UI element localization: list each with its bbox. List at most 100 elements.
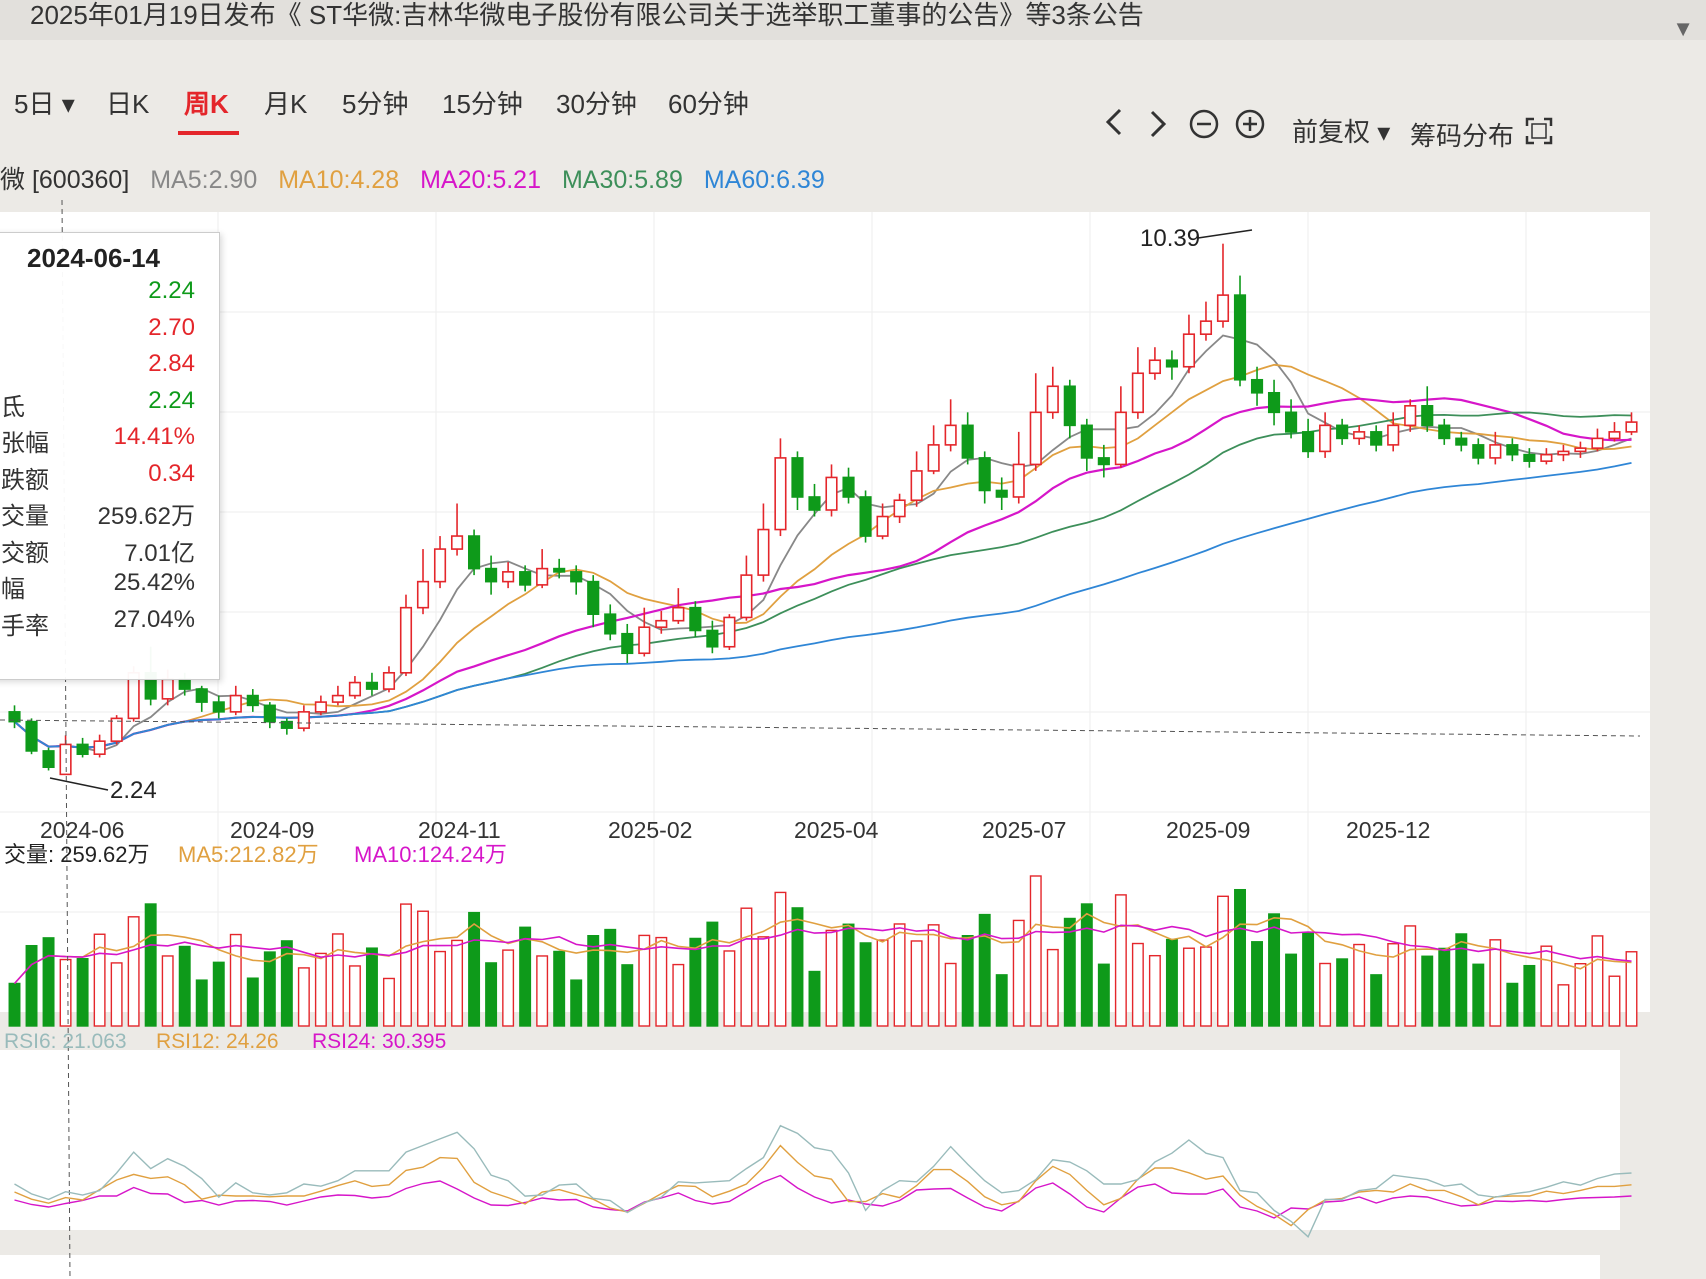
volume-bar-up xyxy=(400,903,412,1027)
candle-up xyxy=(1012,463,1025,498)
volume-bar-down xyxy=(25,944,38,1027)
adjust-dropdown[interactable]: 前复权 ▾ xyxy=(1292,117,1391,147)
volume-bar-up xyxy=(93,933,106,1027)
zoom-out-icon[interactable] xyxy=(1188,108,1220,140)
chip-distribution-button[interactable]: 筹码分布 xyxy=(1410,121,1515,151)
rsi6-line xyxy=(14,1124,1632,1238)
announcement-banner[interactable]: 2025年01月19日发布《 ST华微:吉林华微电子股份有限公司关于选举职工董事… xyxy=(0,0,1706,40)
candle-up xyxy=(1046,385,1059,414)
x-axis-tick-label: 2025-04 xyxy=(794,817,879,843)
volume-bar-down xyxy=(246,977,259,1027)
volume-bar-up xyxy=(1625,951,1638,1027)
tooltip-row: 2.70 xyxy=(0,314,203,350)
candle-down xyxy=(1421,405,1434,427)
candle-down xyxy=(808,496,821,511)
tooltip-row: 氐 2.24 xyxy=(0,387,203,423)
x-axis-tick-label: 2025-07 xyxy=(982,817,1066,843)
candle-down xyxy=(791,457,804,498)
tab-daily-k[interactable]: 日K xyxy=(106,89,150,119)
volume-bars xyxy=(8,875,1638,1027)
volume-bar-up xyxy=(774,891,787,1027)
chevron-right-icon[interactable] xyxy=(1146,106,1170,142)
tooltip-row-label: 幅 xyxy=(1,576,25,603)
rsi12-line xyxy=(14,1144,1632,1227)
candle-up xyxy=(110,717,123,742)
volume-bar-down xyxy=(8,982,21,1027)
zoom-in-icon[interactable] xyxy=(1234,108,1266,140)
tooltip-row: 跌额 0.34 xyxy=(0,460,203,496)
candle-up xyxy=(1319,424,1332,453)
tab-monthly-k[interactable]: 月K xyxy=(264,89,308,119)
volume-bar-up xyxy=(927,924,940,1027)
high-price-arrow xyxy=(1197,229,1253,239)
tab-15min[interactable]: 15分钟 xyxy=(442,89,523,119)
volume-bar-up xyxy=(893,923,906,1027)
volume-bar-down xyxy=(706,921,719,1027)
volume-ma10-label: MA10:124.24万 xyxy=(354,842,507,867)
chevron-left-icon[interactable] xyxy=(1102,104,1126,140)
volume-bar-down xyxy=(144,903,157,1027)
rsi-lines xyxy=(14,1124,1632,1238)
tooltip-row: 2.24 xyxy=(0,277,203,313)
candle-up xyxy=(655,619,668,629)
volume-bar-down xyxy=(961,935,974,1027)
tooltip-row: 交量 259.62万 xyxy=(0,496,203,532)
volume-bar-up xyxy=(59,958,72,1027)
candle-up xyxy=(433,548,447,583)
tab-30min[interactable]: 30分钟 xyxy=(556,89,637,119)
volume-bar-up xyxy=(536,955,549,1027)
candle-down xyxy=(978,457,991,492)
volume-bar-down xyxy=(519,926,532,1027)
candle-down xyxy=(1080,424,1093,459)
candle-up xyxy=(59,743,72,776)
x-axis-ticks: 2024-06 2024-09 2024-11 2025-02 2025-04 2025-… xyxy=(40,817,1430,843)
volume-bar-down xyxy=(1506,982,1519,1027)
tab-5day[interactable]: 5日 ▾ xyxy=(14,89,75,119)
low-price-arrow xyxy=(49,777,109,791)
volume-bar-down xyxy=(485,962,498,1027)
volume-bar-up xyxy=(1114,894,1127,1027)
tooltip-row-label: 跌额 xyxy=(1,466,49,494)
volume-bar-up xyxy=(1591,935,1604,1027)
candle-down xyxy=(1336,424,1349,440)
kline-chart[interactable]: 2024-06 2024-09 2024-11 2025-02 2025-04 2025-… xyxy=(0,200,1706,1279)
volume-bar-down xyxy=(1336,958,1349,1027)
tooltip-row-value: 2.24 xyxy=(148,277,195,304)
volume-bar-down xyxy=(1080,903,1093,1027)
chevron-down-icon[interactable]: ▼ xyxy=(1672,16,1694,40)
candle-down xyxy=(995,489,1008,498)
candle-up xyxy=(416,580,430,609)
fullscreen-icon[interactable] xyxy=(1524,116,1554,146)
tab-5min[interactable]: 5分钟 xyxy=(342,89,409,119)
chart-toolbar: 5日 ▾ 日K 周K 月K 5分钟 15分钟 30分钟 60分钟 前复权 ▾ 筹… xyxy=(0,60,1706,151)
announcement-text[interactable]: 2025年01月19日发布《 ST华微:吉林华微电子股份有限公司关于选举职工董事… xyxy=(30,0,1144,30)
volume-bar-down xyxy=(263,951,276,1027)
volume-bar-down xyxy=(1302,932,1315,1027)
volume-bar-up xyxy=(1182,947,1195,1027)
candle-up xyxy=(1574,447,1587,453)
volume-bar-down xyxy=(689,937,702,1027)
candle-up xyxy=(825,476,838,511)
tooltip-row-value: 2.24 xyxy=(148,386,195,414)
crosshair-horizontal xyxy=(0,719,1641,737)
tab-60min[interactable]: 60分钟 xyxy=(668,89,749,119)
candle-down xyxy=(263,704,276,723)
candle-down xyxy=(1370,431,1383,446)
x-axis-tick-label: 2025-09 xyxy=(1166,817,1250,843)
volume-bar-up xyxy=(910,940,923,1027)
candle-down xyxy=(1302,431,1315,453)
volume-bar-down xyxy=(365,947,378,1027)
volume-bar-up xyxy=(1353,943,1366,1027)
volume-bar-down xyxy=(280,940,293,1027)
tab-weekly-k[interactable]: 周K xyxy=(178,84,239,135)
volume-bar-up xyxy=(229,933,242,1027)
candle-up xyxy=(1557,450,1570,456)
candle-up xyxy=(502,571,515,583)
volume-bar-up xyxy=(1199,946,1212,1027)
rsi6-label: RSI6: 21.063 xyxy=(4,1030,127,1053)
ma-legend: 微 [600360] MA5:2.90 MA10:4.28 MA20:5.21 … xyxy=(0,160,839,196)
volume-bar-down xyxy=(995,974,1008,1027)
x-axis-tick-label: 2025-12 xyxy=(1346,817,1430,843)
ma60-value: MA60:6.39 xyxy=(703,166,825,194)
volume-bar-down xyxy=(859,942,872,1027)
